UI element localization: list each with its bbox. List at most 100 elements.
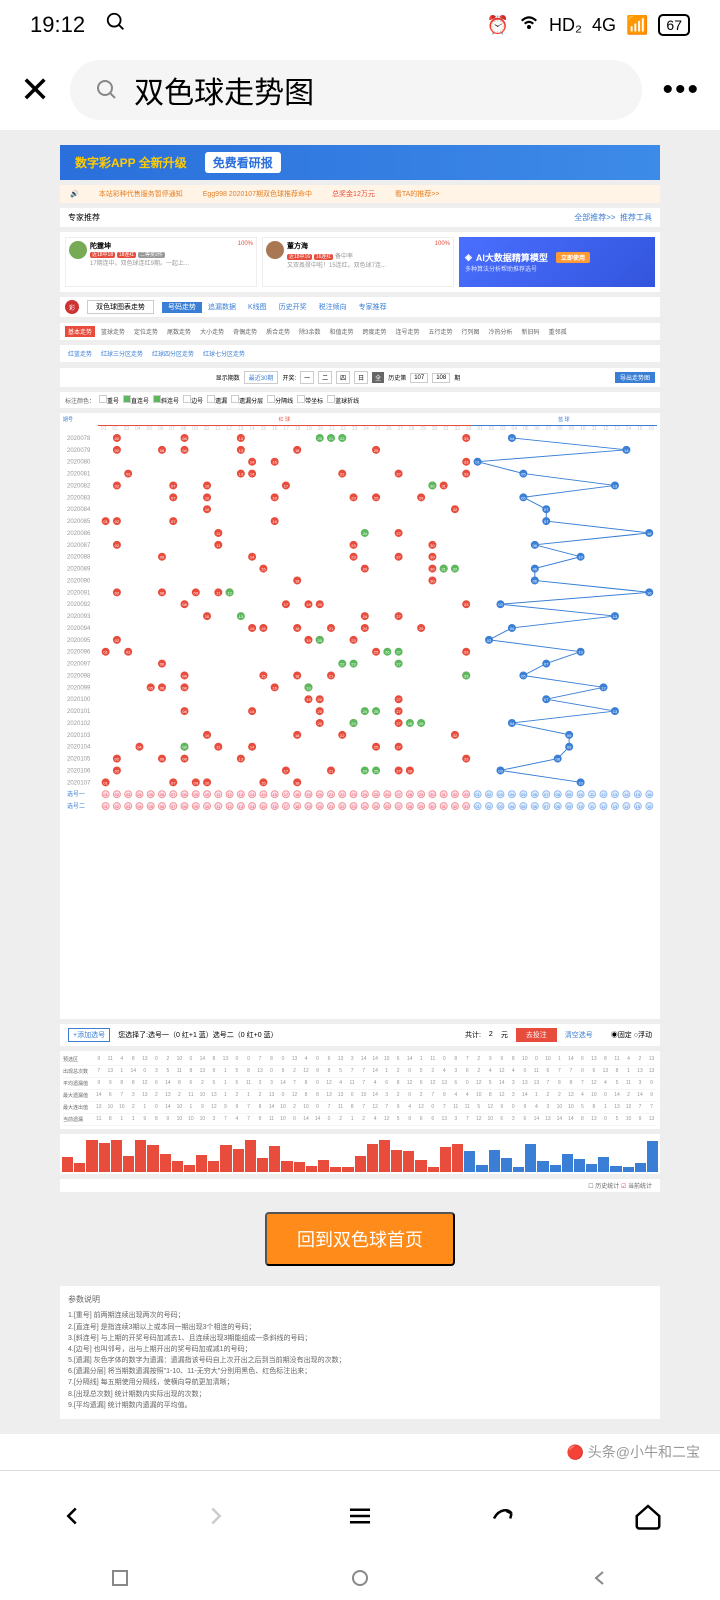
- svg-text:16: 16: [272, 804, 277, 809]
- svg-text:10: 10: [205, 614, 210, 619]
- close-icon[interactable]: ✕: [20, 69, 50, 111]
- back-icon[interactable]: [52, 1496, 92, 1536]
- svg-text:2020079: 2020079: [67, 448, 91, 454]
- sub-tab[interactable]: 新旧码: [519, 326, 543, 337]
- add-pick-button[interactable]: +添加选号: [68, 1028, 110, 1042]
- svg-text:08: 08: [182, 436, 187, 441]
- legend-checkbox[interactable]: [207, 395, 215, 403]
- period-header: 期号: [63, 416, 98, 426]
- svg-text:2020089: 2020089: [67, 567, 91, 573]
- svg-text:05: 05: [521, 792, 526, 797]
- svg-text:14: 14: [250, 555, 255, 560]
- svg-text:05: 05: [521, 495, 526, 500]
- sub-tab[interactable]: 红蓝走势: [65, 348, 95, 359]
- signal-icon: 📶: [626, 15, 648, 36]
- sub-tab[interactable]: 冷热分析: [486, 326, 516, 337]
- svg-text:02: 02: [487, 638, 492, 643]
- promo-banner[interactable]: 数字彩APP 全新升级 免费看研报: [60, 145, 660, 180]
- svg-text:2020103: 2020103: [67, 733, 91, 739]
- sound-icon: 🔊: [70, 190, 79, 198]
- legend-checkbox[interactable]: [153, 395, 161, 403]
- svg-text:22: 22: [340, 792, 345, 797]
- export-button[interactable]: 导出走势图: [615, 372, 655, 383]
- sub-tab[interactable]: 红球七分区走势: [200, 348, 248, 359]
- svg-text:08: 08: [182, 448, 187, 453]
- svg-text:01: 01: [103, 519, 108, 524]
- sub-tab[interactable]: 红球四分区走势: [149, 348, 197, 359]
- sys-recent-icon[interactable]: [111, 1569, 129, 1592]
- sub-tab[interactable]: 大小走势: [197, 326, 227, 337]
- search-icon[interactable]: [105, 11, 127, 39]
- expert-card[interactable]: 陀霆坤100% 近18中18 18连红 二等奖2件 17期连中。双色球连红9期。…: [65, 237, 257, 287]
- svg-text:2020085: 2020085: [67, 519, 91, 525]
- svg-text:22: 22: [340, 472, 345, 477]
- svg-text:10: 10: [205, 804, 210, 809]
- share-icon[interactable]: [484, 1496, 524, 1536]
- sys-home-icon[interactable]: [351, 1569, 369, 1592]
- expert-header: 专家推荐 全部推荐>> 推荐工具: [60, 208, 660, 227]
- signal-type: 4G: [592, 15, 616, 36]
- notice-ticker[interactable]: 🔊 本站彩种代售服务暂停通知 Egg998 2020107期双色球推荐命中 总奖…: [60, 185, 660, 203]
- nav-tab[interactable]: K线图: [242, 302, 273, 313]
- legend-checkbox[interactable]: [183, 395, 191, 403]
- menu-icon[interactable]: [340, 1496, 380, 1536]
- home-icon[interactable]: [628, 1496, 668, 1536]
- sub-tab[interactable]: 和值走势: [326, 326, 356, 337]
- svg-text:25: 25: [374, 495, 379, 500]
- search-box[interactable]: 双色球走势图: [70, 60, 642, 120]
- trend-svg[interactable]: 2020078020813332021220420200790206081318…: [63, 432, 657, 812]
- svg-text:27: 27: [396, 662, 401, 667]
- sub-tab[interactable]: 重邻孤: [546, 326, 570, 337]
- back-home-button[interactable]: 回到双色球首页: [265, 1212, 455, 1266]
- svg-text:18: 18: [295, 448, 300, 453]
- expert-card[interactable]: 董方海100% 近18中16 16连红 备中率 又双叒叕中啦！15连红。双色球7…: [262, 237, 454, 287]
- nav-tab[interactable]: 号码走势: [162, 302, 202, 313]
- nav-tab[interactable]: 历史开奖: [273, 302, 313, 313]
- sub-tab[interactable]: 基本走势: [65, 326, 95, 337]
- clear-pick-link[interactable]: 清空选号: [565, 1030, 593, 1040]
- sub-tab[interactable]: 红球三分区走势: [98, 348, 146, 359]
- sub-tab[interactable]: 跨度走势: [359, 326, 389, 337]
- svg-text:20: 20: [318, 709, 323, 714]
- nav-tab[interactable]: 追漏数据: [202, 302, 242, 313]
- svg-text:24: 24: [363, 626, 368, 631]
- svg-text:08: 08: [182, 685, 187, 690]
- svg-text:26: 26: [385, 650, 390, 655]
- sub-tab[interactable]: 连号走势: [392, 326, 422, 337]
- sys-back-icon[interactable]: [591, 1569, 609, 1592]
- svg-text:2020107: 2020107: [67, 780, 91, 786]
- legend-checkbox[interactable]: [123, 395, 131, 403]
- svg-text:32: 32: [453, 804, 458, 809]
- svg-text:02: 02: [115, 768, 120, 773]
- svg-text:2020100: 2020100: [67, 697, 91, 703]
- sub-tab[interactable]: 行列图: [459, 326, 483, 337]
- legend-checkbox[interactable]: [267, 395, 275, 403]
- period-select[interactable]: 最近30期: [244, 371, 279, 384]
- forward-icon[interactable]: [196, 1496, 236, 1536]
- sub-tab[interactable]: 质合走势: [263, 326, 293, 337]
- legend-checkbox[interactable]: [231, 395, 239, 403]
- legend-checkbox[interactable]: [327, 395, 335, 403]
- browser-bottom-nav: [0, 1470, 720, 1560]
- more-icon[interactable]: •••: [662, 73, 700, 107]
- sub-tab[interactable]: 五行走势: [426, 326, 456, 337]
- chart-type-dropdown[interactable]: 双色球图表走势: [87, 300, 154, 314]
- sub-tab[interactable]: 尾数走势: [164, 326, 194, 337]
- sub-tab[interactable]: 奇偶走势: [230, 326, 260, 337]
- legend-checkbox[interactable]: [99, 395, 107, 403]
- sub-tab[interactable]: 定位走势: [131, 326, 161, 337]
- svg-text:18: 18: [295, 780, 300, 785]
- avatar: [69, 241, 87, 259]
- ai-recommend-card[interactable]: ◈AI大数据精算模型立即使用 多种算法分析帮助推荐选号: [459, 237, 655, 287]
- svg-text:25: 25: [374, 745, 379, 750]
- sub-tab[interactable]: 除3余数: [296, 326, 323, 337]
- nav-tab[interactable]: 税注倾向: [313, 302, 353, 313]
- sub-tab[interactable]: 篮球走势: [98, 326, 128, 337]
- svg-text:13: 13: [239, 757, 244, 762]
- svg-text:08: 08: [555, 757, 560, 762]
- bet-button[interactable]: 去投注: [516, 1028, 557, 1042]
- nav-tab[interactable]: 专家推荐: [353, 302, 393, 313]
- svg-text:29: 29: [419, 495, 424, 500]
- svg-text:24: 24: [363, 792, 368, 797]
- legend-checkbox[interactable]: [297, 395, 305, 403]
